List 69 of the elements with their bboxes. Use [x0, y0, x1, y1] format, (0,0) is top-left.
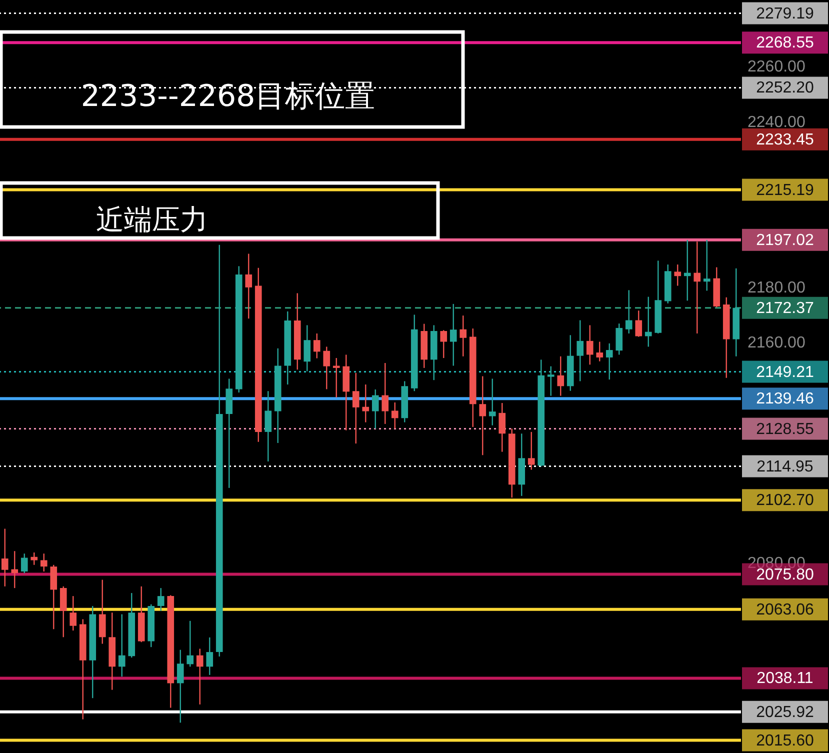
candlestick — [1, 528, 8, 587]
candlestick — [557, 356, 564, 396]
ref-line-label: 2102.70 — [756, 492, 814, 510]
candlestick — [440, 330, 448, 359]
candlestick — [196, 648, 204, 706]
candlestick — [313, 332, 320, 359]
y-tick-label: 2240.00 — [748, 114, 806, 131]
ref-line-label: 2015.60 — [756, 732, 814, 750]
ref-line-label: 2038.11 — [756, 670, 814, 688]
y-tick-label: 2160.00 — [748, 334, 806, 352]
candlestick — [206, 636, 214, 676]
candlestick — [479, 376, 486, 456]
candlestick — [694, 241, 701, 334]
candlestick — [625, 290, 632, 334]
candlestick — [528, 431, 535, 470]
candlestick — [60, 586, 67, 638]
ref-line-label: 2233.45 — [756, 131, 814, 148]
candlestick — [323, 346, 330, 390]
candlestick — [70, 595, 77, 632]
candlestick — [606, 342, 613, 380]
candlestick — [332, 357, 340, 398]
candlestick — [674, 264, 682, 286]
candlestick — [98, 579, 106, 644]
ref-line-label: 2128.55 — [756, 420, 814, 438]
candlestick — [684, 239, 691, 302]
candlestick — [186, 620, 194, 668]
ref-line-label: 2114.95 — [756, 458, 814, 476]
candlestick — [40, 552, 48, 572]
candlestick — [157, 587, 164, 612]
candlestick — [635, 310, 642, 338]
y-tick-label: 2180.00 — [748, 279, 806, 296]
candlestick — [20, 552, 28, 574]
ref-line-label: 2172.37 — [756, 300, 814, 317]
candlestick — [596, 341, 604, 362]
candlestick — [30, 552, 38, 566]
candlestick — [616, 322, 623, 356]
candlestick — [586, 324, 594, 366]
candlestick — [703, 239, 710, 292]
candlestick — [460, 314, 467, 357]
candlestick — [50, 564, 58, 630]
candlestick — [264, 390, 272, 462]
candlestick — [488, 378, 496, 426]
ref-line-label: 2268.55 — [756, 34, 814, 52]
candlestick — [547, 366, 554, 396]
ref-line-label: 2215.19 — [756, 182, 814, 199]
ref-line-label: 2139.46 — [756, 390, 814, 408]
ref-line-label: 2197.02 — [756, 232, 814, 249]
annotation: 近端压力 — [96, 203, 208, 236]
ref-line-label: 2025.92 — [756, 704, 814, 721]
annotation: 2233--2268目标位置 — [80, 79, 376, 114]
ref-line-label: 2063.06 — [756, 601, 814, 618]
candlestick — [450, 303, 457, 366]
ref-line-label: 2252.20 — [756, 80, 814, 97]
candlestick — [245, 253, 252, 320]
candlestick — [498, 402, 506, 452]
candlestick — [372, 388, 379, 430]
ref-line-label: 2279.19 — [756, 5, 814, 22]
candlestick — [176, 649, 184, 724]
ref-line-label: 2149.21 — [756, 364, 814, 381]
candlestick — [644, 296, 652, 348]
candlestick — [352, 372, 360, 444]
candlestick — [382, 362, 389, 425]
candlestick — [11, 550, 18, 589]
candlestick — [362, 384, 370, 423]
candlestick — [391, 402, 398, 430]
candlestick — [576, 320, 584, 382]
candlestick — [304, 324, 311, 372]
candlestick — [118, 614, 126, 678]
y-tick-label: 2260.00 — [748, 58, 806, 76]
